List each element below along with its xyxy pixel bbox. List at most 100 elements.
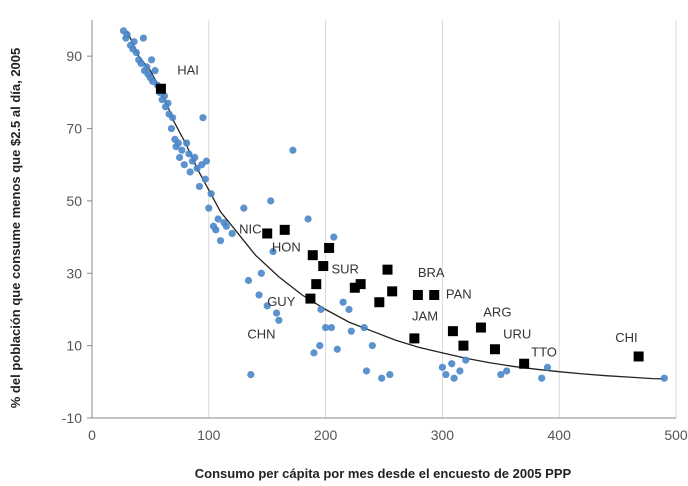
- country-point: [174, 139, 183, 147]
- country-point: [195, 182, 204, 191]
- country-point: [272, 309, 281, 317]
- country-point: [191, 153, 199, 162]
- y-tick-label: 50: [66, 193, 82, 209]
- country-point: [538, 374, 546, 382]
- y-tick-label: 70: [66, 121, 82, 137]
- country-point: [438, 363, 446, 371]
- highlighted-point: [382, 264, 393, 275]
- x-tick-label: 400: [548, 427, 572, 443]
- country-point: [378, 374, 386, 382]
- country-point: [316, 342, 324, 350]
- country-point: [168, 114, 177, 122]
- country-point: [660, 374, 668, 382]
- country-point: [178, 146, 186, 154]
- x-tick-label: 300: [431, 427, 455, 443]
- country-label-uru: URU: [503, 326, 531, 341]
- highlighted-point: [447, 326, 458, 337]
- country-point: [386, 370, 394, 379]
- highlighted-point: [262, 228, 273, 239]
- y-tick-label: 10: [66, 338, 82, 354]
- country-point: [212, 226, 220, 234]
- country-point: [267, 197, 275, 205]
- country-point: [222, 222, 230, 230]
- country-label-hon: HON: [272, 240, 301, 255]
- country-point: [310, 349, 318, 357]
- country-point: [442, 370, 450, 379]
- country-point: [327, 323, 336, 332]
- country-label-nic: NIC: [239, 221, 261, 236]
- country-point: [132, 48, 140, 57]
- country-point: [147, 56, 156, 64]
- highlighted-point: [311, 279, 322, 290]
- country-point: [333, 345, 341, 353]
- country-label-pan: PAN: [446, 287, 472, 302]
- country-point: [347, 327, 355, 335]
- country-point: [339, 298, 347, 306]
- country-point: [244, 276, 253, 285]
- country-point: [167, 124, 176, 133]
- country-point: [228, 229, 236, 238]
- y-axis-title: % del población que consume menos que $2…: [8, 48, 23, 409]
- highlighted-point: [633, 351, 644, 362]
- country-label-chi: CHI: [615, 330, 637, 345]
- country-label-chn: CHN: [247, 326, 275, 341]
- y-tick-label: -10: [62, 410, 82, 426]
- highlighted-point: [409, 333, 420, 344]
- country-point: [183, 139, 191, 147]
- highlighted-point: [349, 282, 360, 293]
- country-point: [143, 63, 151, 71]
- country-point: [330, 233, 338, 241]
- country-point: [199, 114, 207, 122]
- highlighted-point: [318, 261, 329, 272]
- country-point: [257, 269, 265, 277]
- x-tick-label: 100: [197, 427, 221, 443]
- country-point: [247, 370, 255, 379]
- country-point: [185, 150, 193, 158]
- country-point: [151, 67, 159, 75]
- axes: [87, 20, 676, 419]
- country-point: [186, 168, 194, 176]
- y-tick-label: 30: [66, 265, 82, 281]
- country-point: [263, 302, 271, 310]
- country-point: [448, 360, 456, 368]
- country-point: [450, 374, 458, 382]
- grid: [208, 20, 677, 418]
- country-point: [289, 146, 297, 154]
- country-point: [207, 190, 215, 198]
- country-point: [164, 99, 172, 107]
- country-point: [368, 342, 376, 350]
- highlighted-country-points: [155, 83, 644, 369]
- country-point: [176, 153, 184, 162]
- country-point: [214, 215, 222, 223]
- highlighted-point: [155, 83, 166, 94]
- country-point: [275, 316, 283, 324]
- highlighted-point: [519, 358, 530, 369]
- highlighted-point: [475, 322, 486, 333]
- country-point: [304, 215, 312, 223]
- country-point: [180, 161, 188, 169]
- country-point: [160, 92, 169, 100]
- country-point: [317, 305, 325, 314]
- country-point: [255, 291, 263, 299]
- country-points: [119, 27, 668, 382]
- country-point: [362, 367, 371, 375]
- country-label-hai: HAI: [177, 62, 199, 77]
- highlighted-point: [324, 242, 335, 253]
- highlighted-point: [387, 286, 398, 297]
- y-tick-label: 90: [66, 48, 82, 64]
- country-point: [201, 175, 209, 183]
- highlighted-point: [374, 297, 385, 308]
- highlighted-point: [305, 293, 316, 304]
- country-point: [543, 363, 552, 371]
- country-point: [360, 323, 368, 332]
- x-tick-label: 200: [314, 427, 338, 443]
- country-label-tto: TTO: [531, 344, 557, 359]
- highlighted-point: [489, 344, 500, 355]
- highlighted-point: [412, 289, 423, 300]
- country-point: [462, 356, 470, 364]
- country-point: [205, 204, 213, 212]
- country-point: [269, 247, 277, 256]
- highlighted-point: [429, 289, 440, 300]
- country-point: [123, 30, 131, 39]
